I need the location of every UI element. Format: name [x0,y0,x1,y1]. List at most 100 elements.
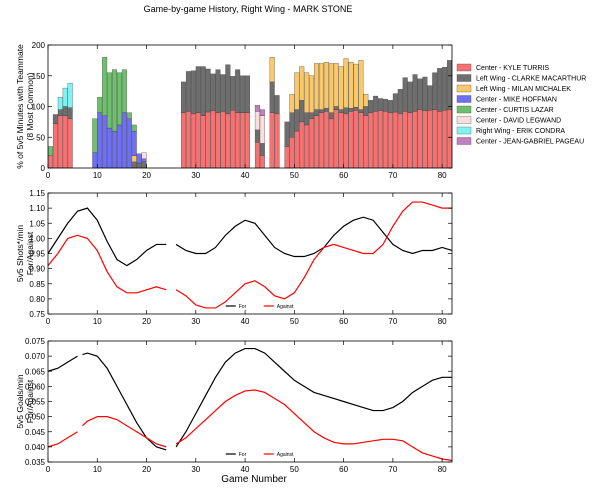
series-line-for [47,355,78,372]
bar-segment [348,111,354,169]
y-tick-label: 1.00 [29,234,45,243]
y-tick-label: 0.90 [29,265,45,274]
y-axis-label-line: For/Against [25,379,35,423]
bar-segment [205,111,211,169]
bar-segment [343,107,349,115]
bar-segment [185,111,191,169]
x-tick-label: 50 [290,317,299,326]
bar-segment [131,130,137,156]
x-tick-label: 70 [388,465,397,474]
bar-segment [422,110,428,169]
series-line-against [47,431,78,448]
bar-segment [245,75,251,113]
bar-segment [373,95,379,112]
bar-segment [387,112,393,169]
bar-segment [240,75,246,113]
bar-segment [392,111,398,169]
x-tick-label: 20 [142,171,151,180]
bar-segment [363,115,369,169]
series-line-for [175,216,453,258]
bar-segment [318,112,324,169]
bar-segment [323,108,329,112]
y-tick-label: 0.070 [25,352,46,361]
bar-segment [215,112,221,169]
bar-segment [112,69,117,132]
bar-segment [387,100,393,113]
y-tick-label: 0.85 [29,280,45,289]
bar-segment [269,57,275,83]
bar-segment [338,66,344,110]
x-tick-label: 30 [191,171,200,180]
bar-segment [378,110,384,169]
bar-segment [259,109,265,116]
bar-segment [185,71,191,112]
bar-segment [230,76,236,111]
bar-segment [195,112,201,169]
y-axis-label-line: (8 Most Common) [25,72,35,140]
bar-segment [328,112,334,119]
legend-label: Left Wing - MILAN MICHALEK [476,86,571,93]
bar-segment [274,113,280,169]
bar-segment [417,109,423,169]
bar-segment [67,82,73,108]
y-axis-label-line: % of 5v5 Minutes with Teammate [15,44,25,169]
chart-panels: % of 5v5 Minutes with Teammate (8 Most Co… [15,41,586,474]
series-line-against [175,201,452,309]
legend-label: Center - DAVID LEGWAND [476,118,561,125]
bar-segment [92,118,98,153]
bar-segment [57,115,63,169]
bar-segment [141,152,147,159]
bar-segment [299,66,305,101]
y-tick-label: 0.065 [25,367,46,376]
bar-segment [314,63,319,110]
bar-segment [417,78,423,110]
bar-segment [181,81,186,113]
bar-segment [126,112,132,119]
bar-segment [363,94,369,107]
bar-segment [328,118,334,169]
bar-segment [57,97,63,110]
bar-segment [235,69,241,113]
x-tick-label: 40 [241,171,250,180]
bar-segment [48,146,53,156]
bar-segment [190,70,196,115]
bar-segment [121,112,127,169]
bar-segment [343,113,349,169]
bar-segment [299,121,305,169]
legend-label: Center - CURTIS LAZAR [476,107,554,114]
x-tick-label: 50 [290,171,299,180]
bar-segment [323,111,329,169]
bar-segment [190,113,196,169]
bar-segment [112,130,117,169]
bar-segment [225,64,231,115]
series-line-for [47,207,167,267]
bar-segment [67,118,73,169]
bar-segment [200,66,206,116]
bar-segment [259,155,265,169]
bar-segment [358,109,364,113]
bar-segment [368,100,374,113]
bar-segment [48,155,53,169]
bar-segment [131,155,137,162]
figure-title: Game-by-game History, Right Wing - MARK … [144,4,353,14]
legend-label: Center - KYLE TURRIS [476,65,549,72]
bar-segment [121,69,127,113]
y-tick-label: 0.060 [25,382,46,391]
legend-swatch [456,116,472,124]
bar-segment [338,109,344,113]
bar-segment [338,112,344,169]
y-tick-label: 0.040 [25,443,46,452]
bar-segment [309,112,315,119]
bar-segment [427,110,433,169]
y-tick-label: 0.75 [29,310,45,319]
bar-segment [235,112,241,169]
x-tick-label: 40 [241,317,250,326]
bar-segment [52,114,58,124]
bar-segment [230,110,236,169]
series-line-against [175,389,453,462]
legend-swatch [456,74,472,82]
bar-segment [304,112,310,126]
bar-segment [210,73,216,111]
